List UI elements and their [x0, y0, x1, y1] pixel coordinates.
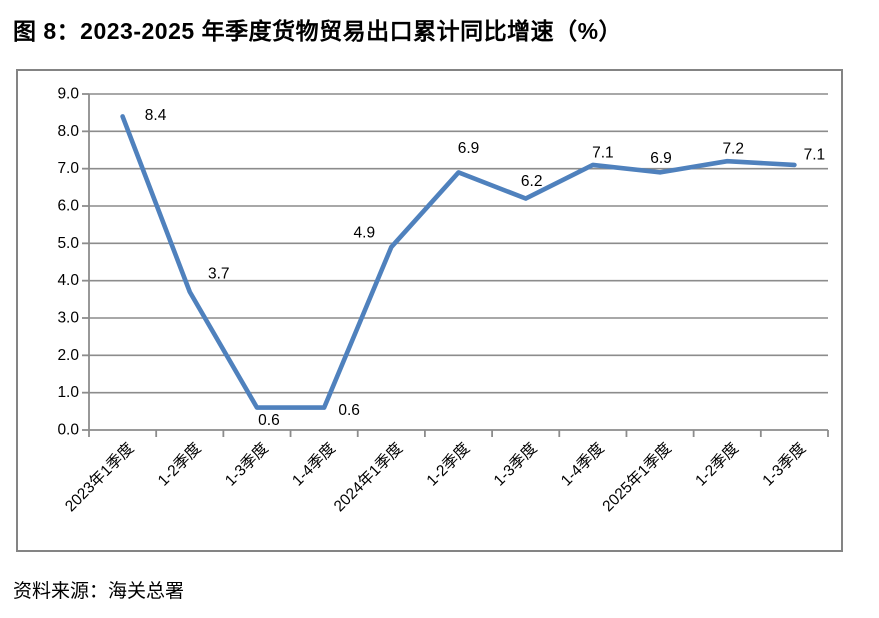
- data-label: 8.4: [145, 107, 167, 124]
- x-axis-label: 1-4季度: [288, 439, 338, 489]
- x-axis-label: 1-3季度: [490, 439, 540, 489]
- data-label: 7.1: [592, 144, 614, 161]
- x-axis-label: 1-2季度: [692, 439, 742, 489]
- x-axis-label: 2024年1季度: [330, 439, 406, 515]
- y-axis-label: 1.0: [57, 384, 79, 401]
- data-label: 0.6: [258, 412, 280, 429]
- x-axis-label: 1-4季度: [557, 439, 607, 489]
- data-label: 6.9: [650, 150, 672, 167]
- x-axis-label: 2025年1季度: [599, 439, 675, 515]
- data-label: 6.2: [521, 173, 543, 190]
- source-note: 资料来源：海关总署: [13, 581, 185, 602]
- trend-line: [120, 114, 797, 410]
- data-label: 3.7: [208, 265, 230, 282]
- data-label: 0.6: [338, 402, 360, 419]
- y-axis-label: 0.0: [57, 422, 79, 439]
- data-label: 4.9: [354, 225, 376, 242]
- y-axis-label: 5.0: [57, 235, 79, 252]
- chart-svg: 0.0 1.0 2.0 3.0 4.0 5.0 6.0 7.0 8.0 9.0 2023年1季度 1-…: [57, 86, 829, 515]
- y-axis-label: 7.0: [57, 160, 79, 177]
- y-axis-label: 6.0: [57, 198, 79, 215]
- data-label: 6.9: [458, 140, 480, 157]
- x-axis-label: 2023年1季度: [61, 439, 137, 515]
- data-label: 7.2: [722, 141, 744, 158]
- x-axis-label: 1-2季度: [423, 439, 473, 489]
- y-axis-label: 4.0: [57, 272, 79, 289]
- x-axis-label: 1-2季度: [154, 439, 204, 489]
- figure-title: 图 8：2023-2025 年季度货物贸易出口累计同比增速（%）: [13, 18, 623, 44]
- x-axis-label: 1-3季度: [221, 439, 271, 489]
- y-axis-label: 8.0: [57, 123, 79, 140]
- data-label: 7.1: [804, 146, 826, 163]
- y-axis-label: 2.0: [57, 347, 79, 364]
- y-axis-label: 3.0: [57, 310, 79, 327]
- x-axis-label: 1-3季度: [759, 439, 809, 489]
- chart-frame: 0.0 1.0 2.0 3.0 4.0 5.0 6.0 7.0 8.0 9.0 2023年1季度 1-…: [16, 69, 843, 552]
- y-axis-label: 9.0: [57, 86, 79, 103]
